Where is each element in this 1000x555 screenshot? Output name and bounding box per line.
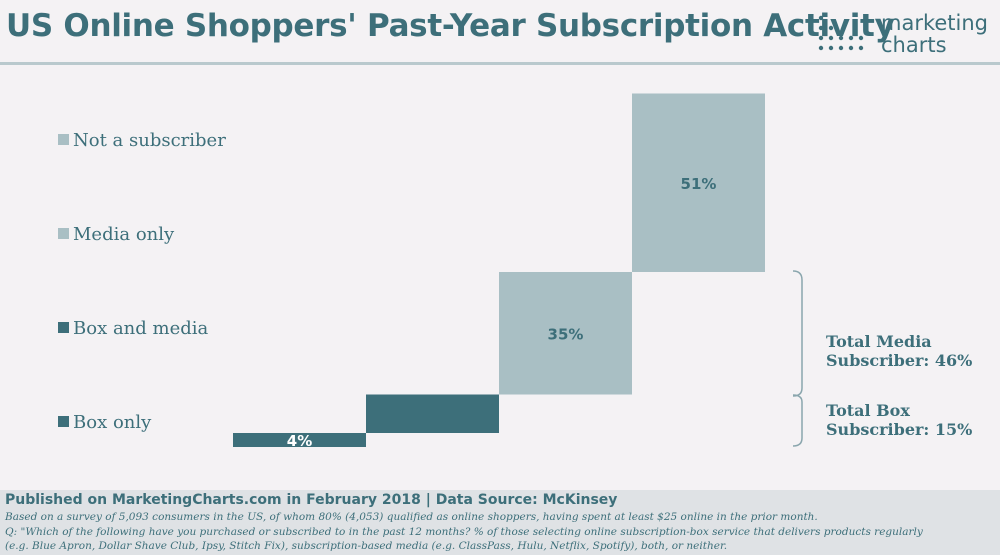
bar-box-only — [233, 433, 366, 447]
footer: Published on MarketingCharts.com in Febr… — [0, 490, 1000, 555]
waterfall-chart: 4% 35% 51% — [233, 93, 765, 450]
data-label-not-a-subscriber: 51% — [681, 175, 717, 193]
legend-label: Box and media — [73, 318, 209, 339]
legend-item-media-only: Media only — [58, 224, 174, 245]
chart-title: US Online Shoppers' Past-Year Subscripti… — [6, 8, 895, 44]
data-label-media-only: 35% — [548, 325, 584, 343]
legend-label: Box only — [73, 412, 152, 433]
total-box-line2: Subscriber: 15% — [826, 420, 973, 439]
footer-source: Published on MarketingCharts.com in Febr… — [5, 492, 618, 508]
legend-swatch — [58, 322, 69, 333]
marketingcharts-logo: marketing charts — [817, 12, 997, 62]
total-media-line1: Total Media — [826, 332, 932, 351]
total-box-line1: Total Box — [826, 401, 910, 420]
title-divider — [0, 62, 1000, 65]
legend-item-not-subscriber: Not a subscriber — [58, 130, 226, 151]
bar-not-a-subscriber — [632, 93, 765, 272]
media-bracket — [792, 270, 803, 397]
legend-label: Media only — [73, 224, 175, 245]
legend-item-box-only: Box only — [58, 412, 151, 433]
footer-note-3: (e.g. Blue Apron, Dollar Shave Club, Ips… — [5, 540, 728, 552]
logo-text-line1: marketing — [881, 11, 988, 35]
bar-box-and-media — [366, 394, 499, 433]
legend-swatch — [58, 416, 69, 427]
total-box-annotation: Total Box Subscriber: 15% — [826, 401, 972, 439]
total-media-line2: Subscriber: 46% — [826, 351, 973, 370]
footer-note-2: Q: "Which of the following have you purc… — [5, 526, 923, 538]
bar-media-only — [499, 272, 632, 395]
legend-swatch — [58, 134, 69, 145]
footer-note-1: Based on a survey of 5,093 consumers in … — [5, 511, 818, 523]
legend-label: Not a subscriber — [73, 130, 226, 151]
legend-swatch — [58, 228, 69, 239]
data-label-box-only: 4% — [287, 432, 312, 450]
legend-item-box-and-media: Box and media — [58, 318, 208, 339]
logo-dots-icon — [818, 15, 864, 51]
logo-text-line2: charts — [881, 33, 947, 57]
total-media-annotation: Total Media Subscriber: 46% — [826, 332, 972, 370]
box-bracket — [792, 394, 803, 447]
